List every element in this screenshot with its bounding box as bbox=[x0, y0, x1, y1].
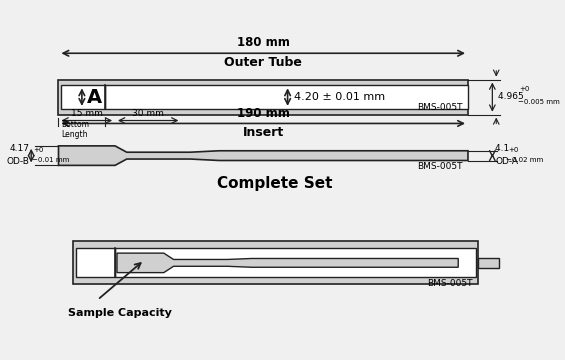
Text: OD-B: OD-B bbox=[6, 157, 29, 166]
Text: 4.17: 4.17 bbox=[9, 144, 29, 153]
Text: OD-A: OD-A bbox=[496, 157, 518, 166]
Text: 180 mm: 180 mm bbox=[237, 36, 290, 49]
Text: Insert: Insert bbox=[242, 126, 284, 139]
Polygon shape bbox=[59, 146, 468, 165]
Text: BMS-005T: BMS-005T bbox=[427, 279, 473, 288]
Text: 4.965: 4.965 bbox=[498, 92, 527, 101]
Text: +0: +0 bbox=[508, 147, 518, 153]
Text: Complete Set: Complete Set bbox=[217, 176, 333, 192]
Bar bbox=[76, 248, 115, 278]
Bar bbox=[73, 242, 478, 284]
Polygon shape bbox=[117, 253, 458, 273]
Text: A: A bbox=[87, 87, 102, 107]
Bar bbox=[62, 85, 105, 109]
Text: −0.02 mm: −0.02 mm bbox=[506, 157, 543, 163]
Text: 15 mm: 15 mm bbox=[71, 109, 103, 118]
Bar bbox=[59, 80, 468, 115]
Text: 4.1: 4.1 bbox=[496, 144, 512, 153]
Text: 4.20 ± 0.01 mm: 4.20 ± 0.01 mm bbox=[294, 92, 385, 102]
Text: −0.01 mm: −0.01 mm bbox=[32, 157, 69, 163]
Text: +0: +0 bbox=[33, 147, 44, 153]
Bar bbox=[478, 257, 499, 268]
Text: Sample Capacity: Sample Capacity bbox=[68, 308, 172, 318]
Text: 30 mm: 30 mm bbox=[132, 109, 164, 118]
Text: −0.005 mm: −0.005 mm bbox=[518, 99, 559, 105]
Text: BMS-005T: BMS-005T bbox=[418, 162, 463, 171]
Bar bbox=[115, 248, 476, 278]
Text: 190 mm: 190 mm bbox=[237, 107, 290, 120]
Text: Outer Tube: Outer Tube bbox=[224, 56, 302, 69]
Text: +0: +0 bbox=[520, 86, 530, 92]
FancyBboxPatch shape bbox=[0, 1, 554, 359]
Text: Bottom
Length: Bottom Length bbox=[62, 120, 89, 139]
Bar bbox=[105, 85, 468, 109]
Text: BMS-005T: BMS-005T bbox=[418, 103, 463, 112]
